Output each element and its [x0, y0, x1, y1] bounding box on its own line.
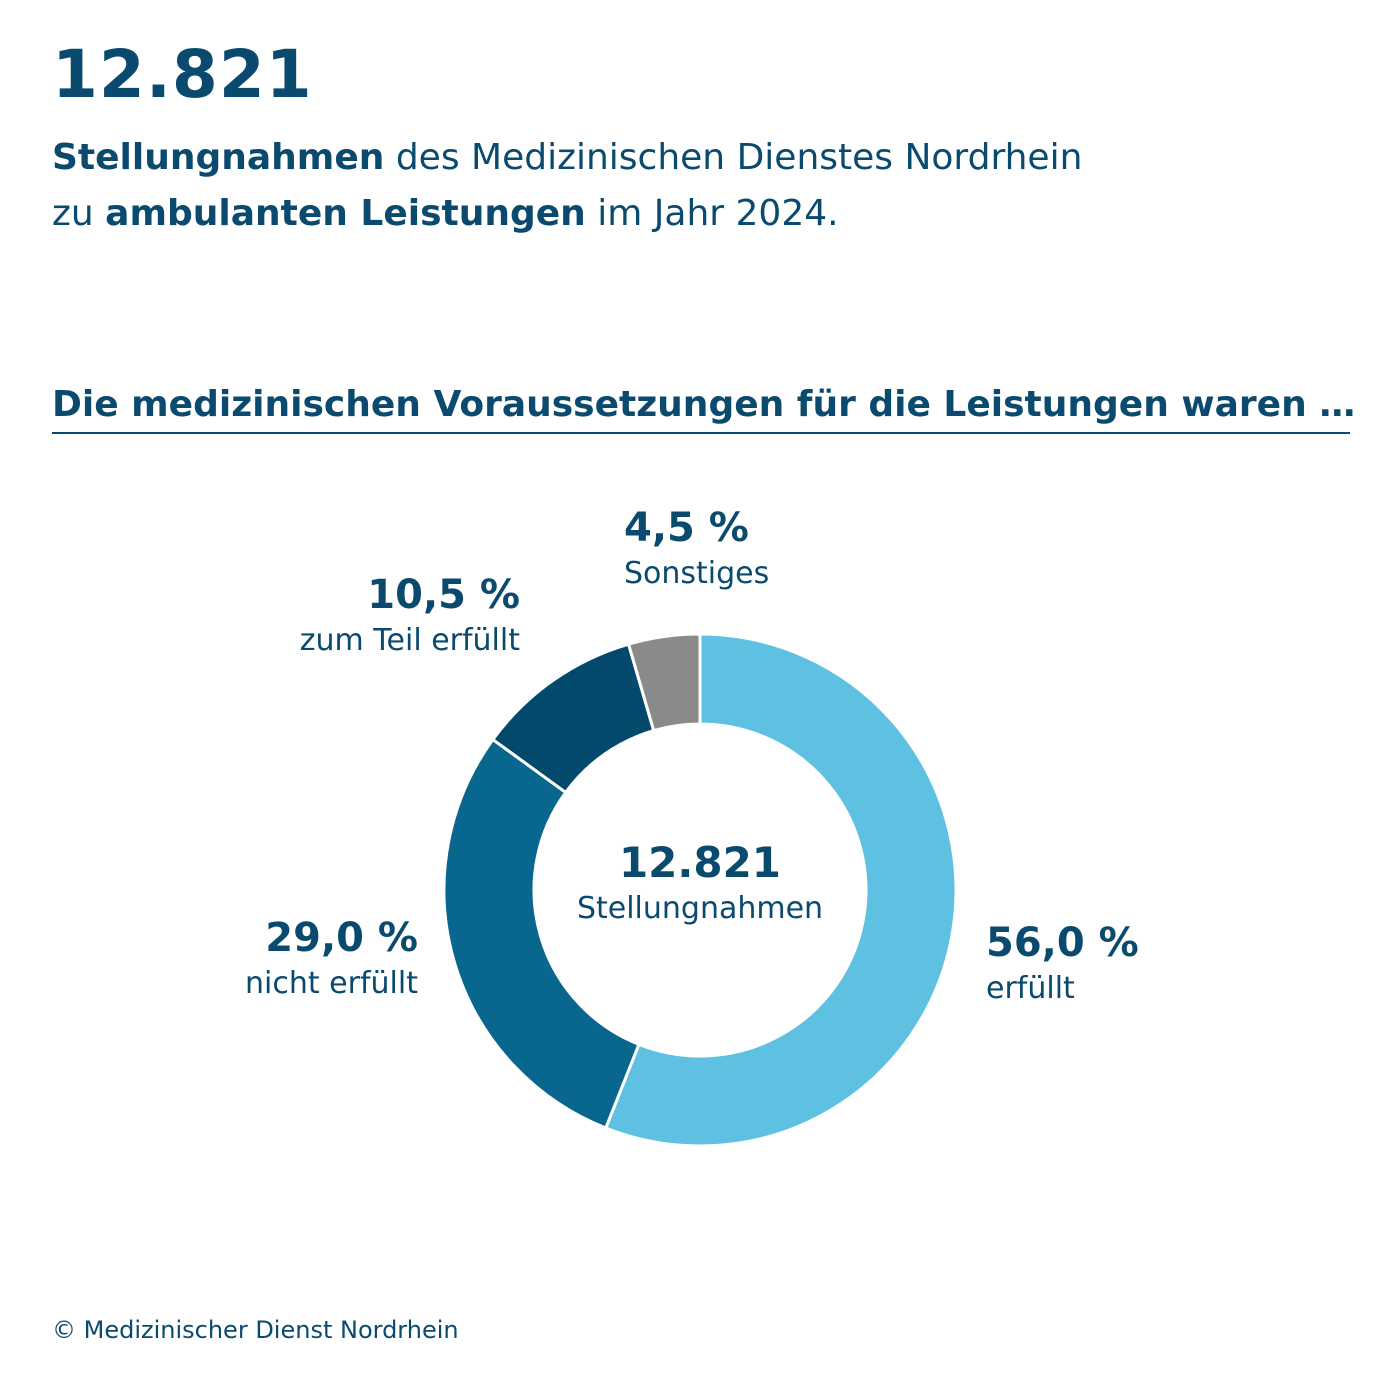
donut-slice-nicht-erfüllt	[442, 737, 641, 1130]
label-sonstiges: 4,5 % Sonstiges	[624, 505, 769, 592]
intro-line-1-rest: des Medizinischen Dienstes Nordrhein	[384, 137, 1083, 178]
label-zum-teil-text: zum Teil erfüllt	[299, 623, 520, 658]
donut-center-label: 12.821 Stellungnahmen	[550, 838, 850, 926]
intro-text: Stellungnahmen des Medizinischen Dienste…	[52, 130, 1082, 242]
intro-bold-stellungnahmen: Stellungnahmen	[52, 137, 385, 178]
intro-line-2-pre: zu	[52, 193, 106, 234]
donut-slice-erfüllt	[603, 632, 958, 1148]
donut-slice-sonstiges	[626, 632, 702, 733]
label-erfuellt: 56,0 % erfüllt	[986, 920, 1139, 1007]
intro-bold-ambulant: ambulanten Leistungen	[105, 193, 586, 234]
section-heading: Die medizinischen Voraussetzungen für di…	[52, 384, 1356, 425]
intro-line-1: Stellungnahmen des Medizinischen Dienste…	[52, 130, 1082, 186]
center-caption: Stellungnahmen	[576, 891, 824, 926]
label-zum-teil-value: 10,5 %	[367, 572, 520, 618]
center-total: 12.821	[618, 838, 782, 887]
label-zum-teil-erfuellt: 10,5 % zum Teil erfüllt	[220, 572, 520, 659]
label-erfuellt-value: 56,0 %	[986, 920, 1139, 966]
intro-line-2: zu ambulanten Leistungen im Jahr 2024.	[52, 186, 1082, 242]
label-nicht-erfuellt: 29,0 % nicht erfüllt	[118, 915, 418, 1002]
headline-total: 12.821	[52, 36, 313, 113]
label-sonstiges-text: Sonstiges	[624, 556, 770, 591]
label-nicht-erfuellt-value: 29,0 %	[265, 915, 418, 961]
heading-divider	[52, 432, 1350, 434]
label-erfuellt-text: erfüllt	[986, 971, 1075, 1006]
label-sonstiges-value: 4,5 %	[624, 505, 749, 551]
copyright-footer: © Medizinischer Dienst Nordrhein	[52, 1316, 459, 1344]
intro-line-2-rest: im Jahr 2024.	[585, 193, 839, 234]
label-nicht-erfuellt-text: nicht erfüllt	[245, 966, 418, 1001]
